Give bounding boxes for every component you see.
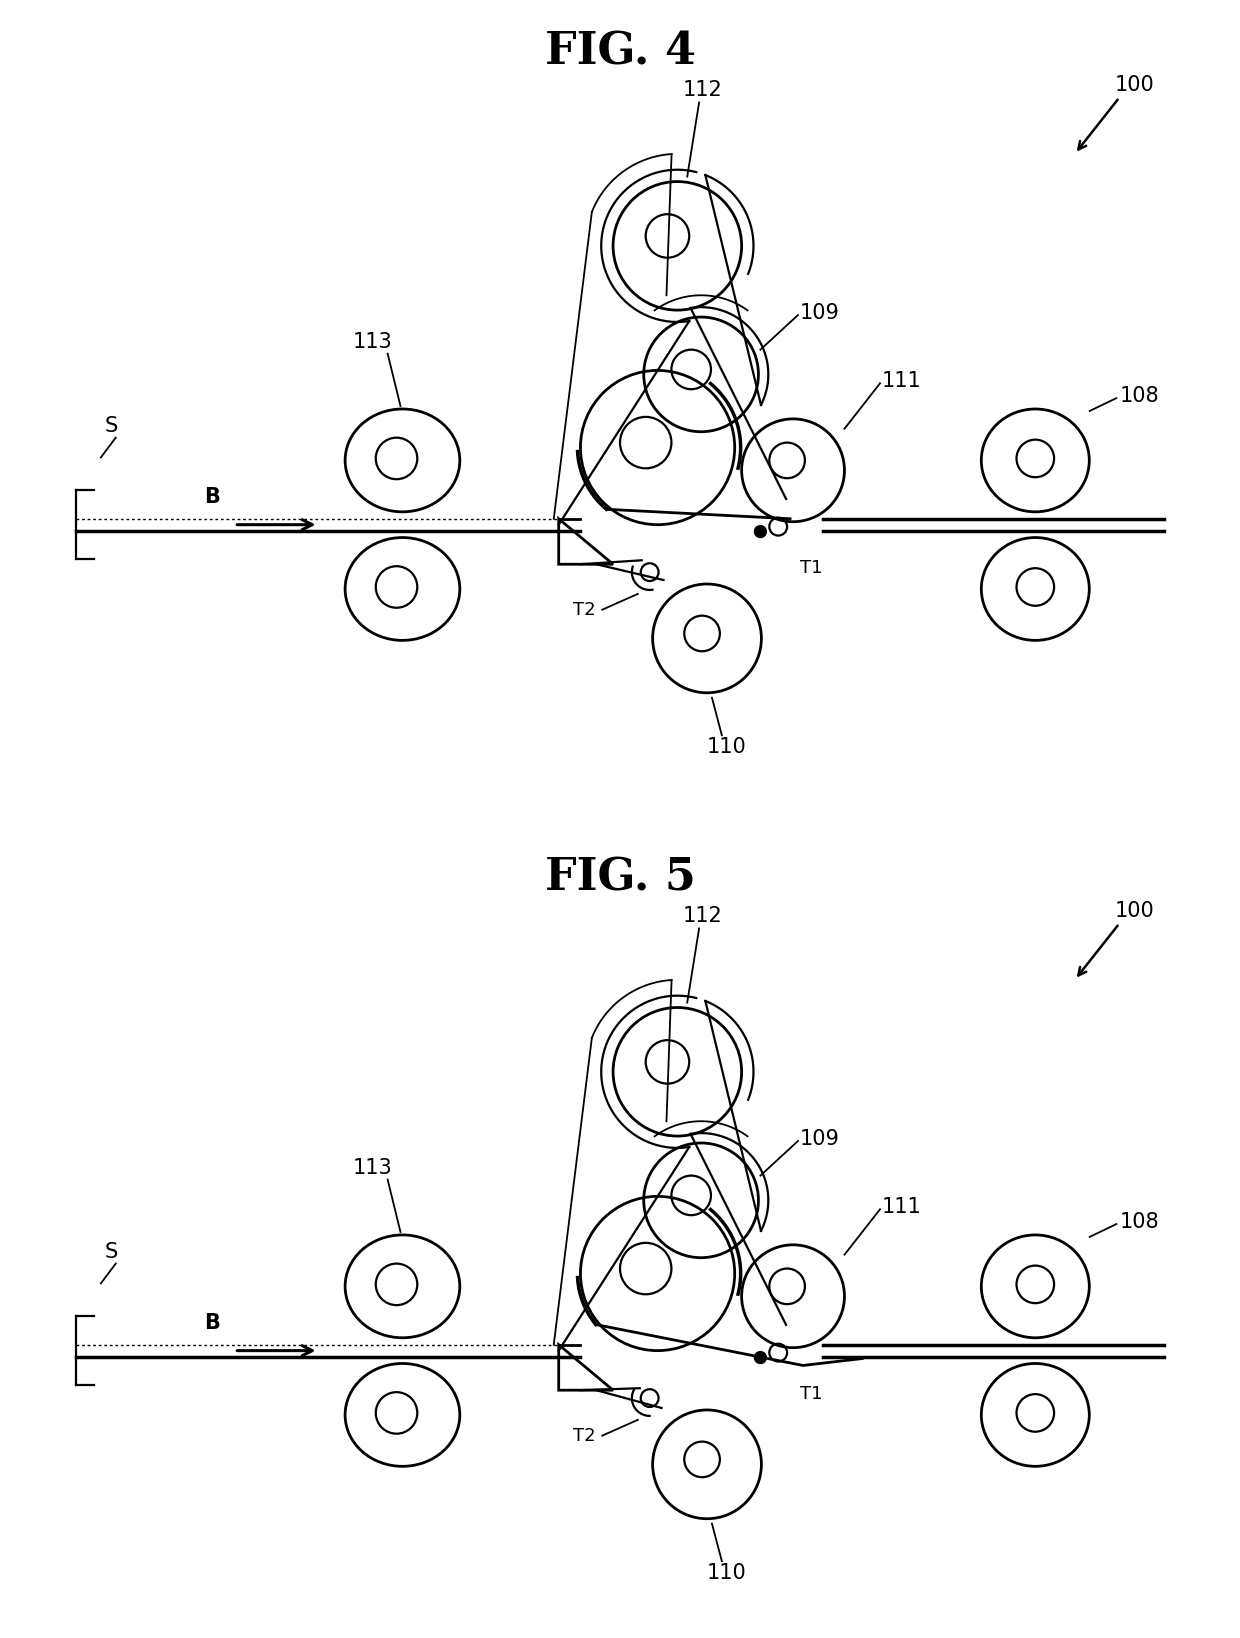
- Circle shape: [754, 526, 766, 537]
- Text: 110: 110: [707, 737, 746, 757]
- Text: T1: T1: [800, 1386, 822, 1404]
- Text: 109: 109: [800, 1129, 839, 1148]
- Text: B: B: [203, 486, 219, 506]
- Text: 111: 111: [882, 372, 921, 391]
- Text: T1: T1: [800, 559, 822, 577]
- Text: S: S: [104, 1242, 118, 1261]
- Text: 113: 113: [353, 1158, 393, 1178]
- Text: T2: T2: [573, 601, 595, 619]
- Text: 111: 111: [882, 1197, 921, 1217]
- Circle shape: [754, 1351, 766, 1363]
- Text: S: S: [104, 416, 118, 436]
- Text: 100: 100: [1115, 75, 1154, 95]
- Text: 100: 100: [1115, 901, 1154, 921]
- Text: T2: T2: [573, 1427, 595, 1445]
- Text: 108: 108: [1120, 387, 1159, 406]
- Text: FIG. 5: FIG. 5: [544, 857, 696, 899]
- Text: 112: 112: [682, 906, 722, 927]
- Text: FIG. 4: FIG. 4: [544, 29, 696, 74]
- Text: 109: 109: [800, 303, 839, 323]
- Text: B: B: [203, 1312, 219, 1333]
- Text: 113: 113: [353, 331, 393, 352]
- Text: 112: 112: [682, 80, 722, 100]
- Text: 108: 108: [1120, 1212, 1159, 1232]
- Text: 110: 110: [707, 1563, 746, 1584]
